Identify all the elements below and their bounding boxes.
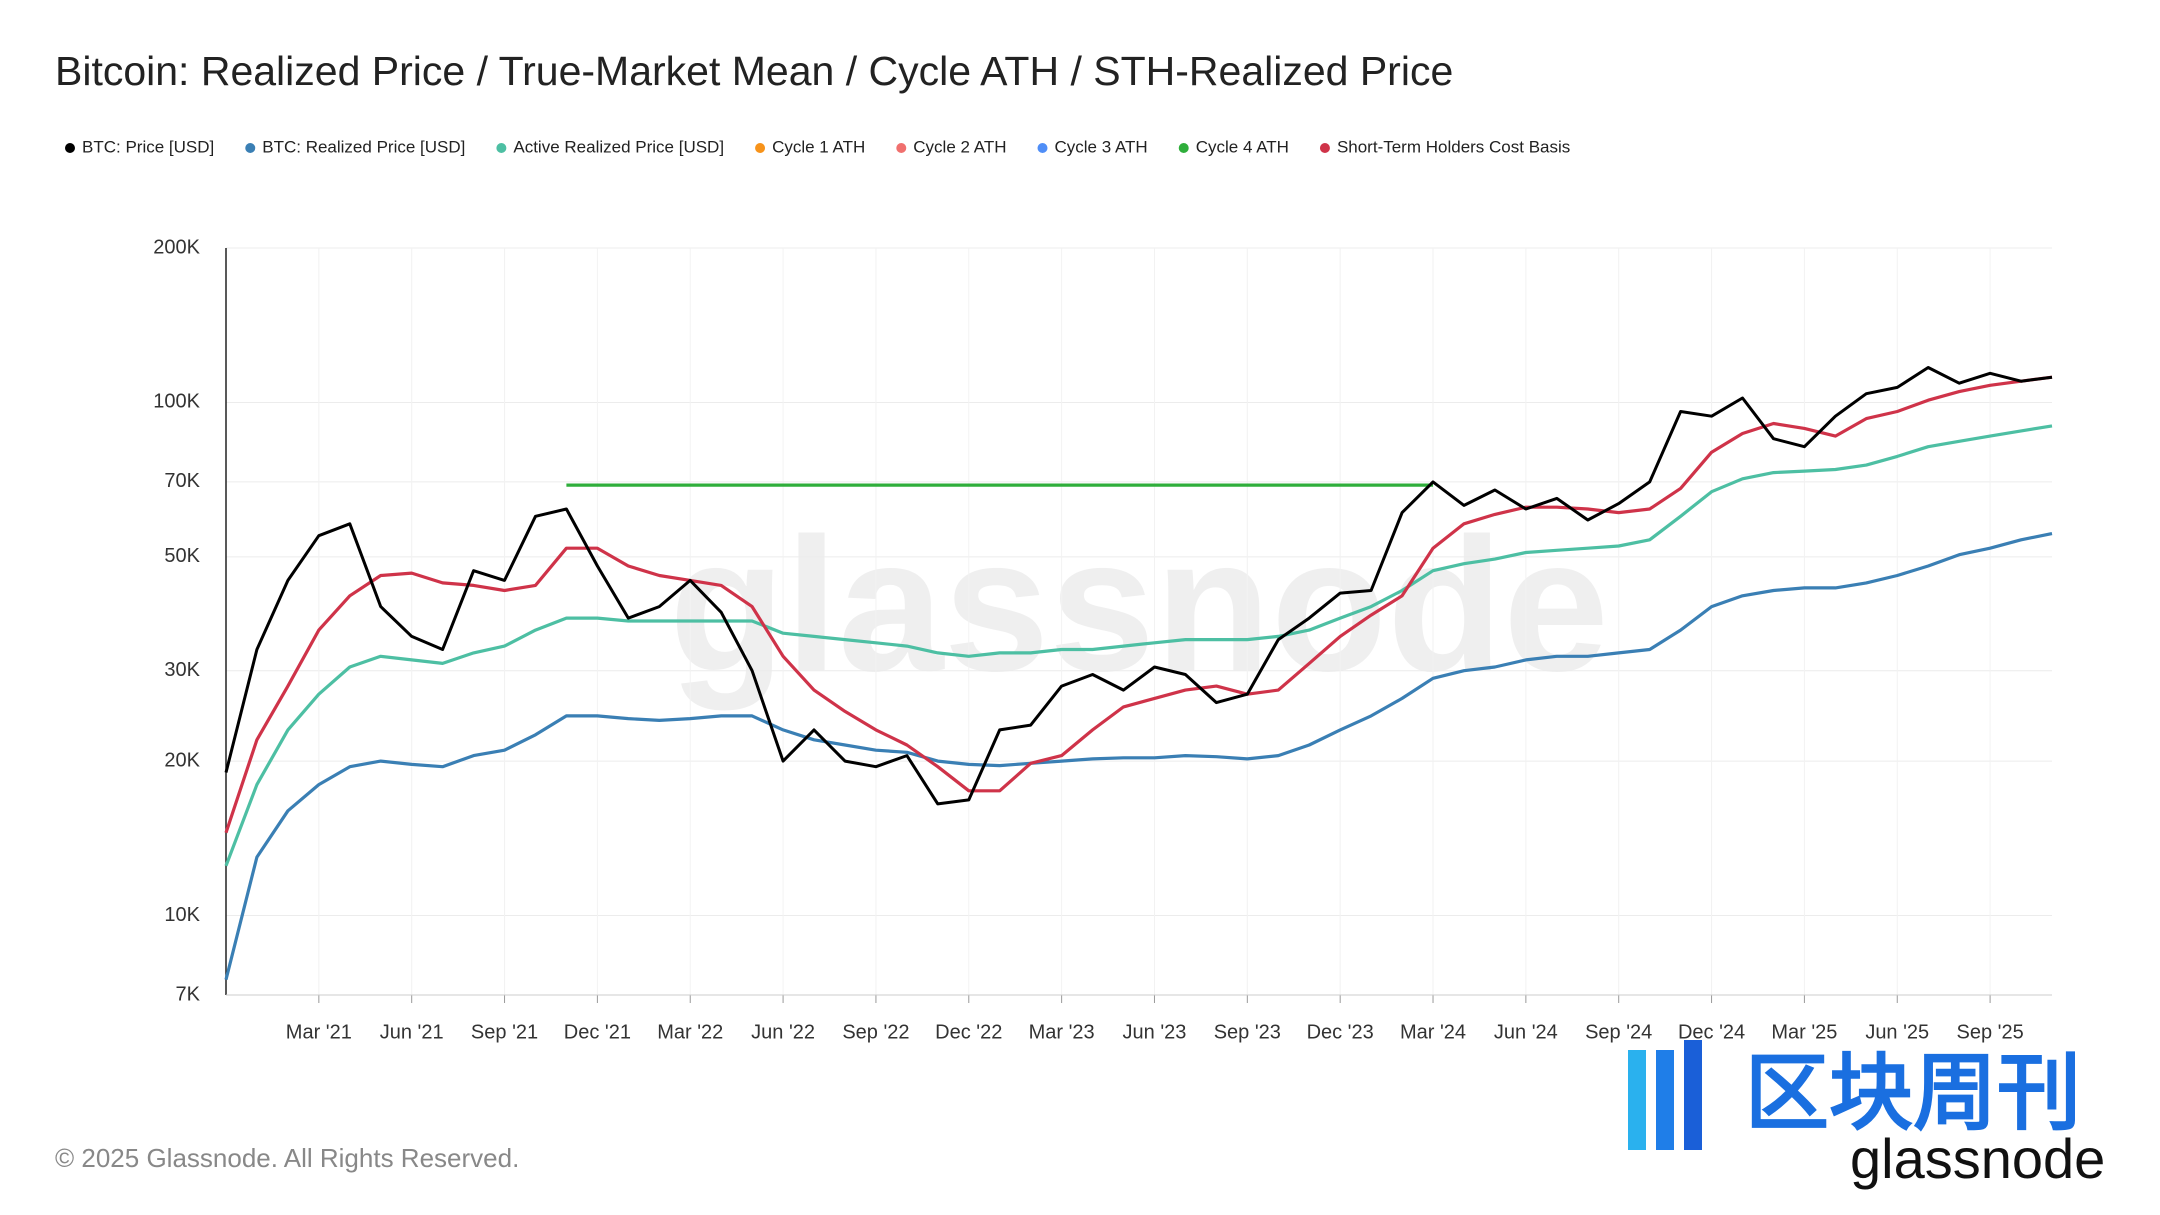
series-line: [224, 424, 2053, 867]
legend-label: Cycle 4 ATH: [1196, 137, 1289, 156]
y-tick-label: 10K: [164, 904, 200, 926]
logo-subtext: glassnode: [1850, 1127, 2105, 1190]
legend-dot: [1037, 143, 1048, 153]
footer: © 2025 Glassnode. All Rights Reserved.: [55, 1143, 519, 1173]
x-tick-label: Mar '24: [1400, 1021, 1466, 1043]
x-tick-label: Sep '24: [1585, 1021, 1652, 1043]
x-tick-label: Sep '22: [842, 1021, 909, 1043]
series-line: [224, 366, 2053, 806]
legend-dot: [1178, 143, 1189, 153]
logo: 区块周刊 glassnode: [1628, 1040, 2105, 1190]
legend-label: BTC: Price [USD]: [82, 137, 214, 156]
x-tick-label: Mar '23: [1029, 1021, 1095, 1043]
x-tick-label: Mar '22: [657, 1021, 723, 1043]
x-tick-label: Dec '23: [1307, 1021, 1374, 1043]
x-tick-label: Sep '25: [1956, 1021, 2023, 1043]
y-tick-label: 70K: [164, 470, 200, 492]
legend-label: Active Realized Price [USD]: [513, 137, 724, 156]
x-tick-label: Mar '25: [1771, 1021, 1837, 1043]
y-tick-label: 7K: [176, 983, 201, 1005]
legend-dot: [496, 143, 507, 153]
x-tick-label: Jun '21: [380, 1021, 444, 1043]
legend-dot: [755, 143, 766, 153]
x-tick-label: Dec '21: [564, 1021, 631, 1043]
legend-label: Cycle 3 ATH: [1055, 137, 1148, 156]
chart-title: Bitcoin: Realized Price / True-Market Me…: [55, 48, 1453, 94]
logo-bar: [1684, 1040, 1702, 1150]
x-tick-label: Jun '22: [751, 1021, 815, 1043]
legend-label: Cycle 1 ATH: [772, 137, 865, 156]
x-tick-label: Jun '23: [1123, 1021, 1187, 1043]
y-tick-label: 50K: [164, 545, 200, 567]
series-line: [224, 375, 2053, 834]
legend-label: Short-Term Holders Cost Basis: [1337, 137, 1570, 156]
legend-dot: [896, 143, 907, 153]
y-tick-label: 100K: [153, 391, 200, 413]
legend-dot: [65, 143, 75, 153]
x-tick-label: Jun '24: [1494, 1021, 1558, 1043]
legend-label: BTC: Realized Price [USD]: [262, 137, 465, 156]
x-tick-label: Sep '21: [471, 1021, 538, 1043]
x-tick-label: Dec '24: [1678, 1021, 1745, 1043]
x-tick-label: Jun '25: [1865, 1021, 1929, 1043]
x-tick-label: Dec '22: [935, 1021, 1002, 1043]
y-tick-label: 20K: [164, 749, 200, 771]
logo-bar: [1628, 1050, 1646, 1150]
x-tick-label: Mar '21: [286, 1021, 352, 1043]
logo-text: 区块周刊: [1745, 1046, 2081, 1140]
x-tick-label: Sep '23: [1214, 1021, 1281, 1043]
y-tick-label: 200K: [153, 236, 200, 258]
logo-bar: [1656, 1050, 1674, 1150]
legend-label: Cycle 2 ATH: [913, 137, 1006, 156]
legend-dot: [1319, 143, 1330, 153]
legend-dot: [245, 143, 256, 153]
y-tick-label: 30K: [164, 659, 200, 681]
series-line: [224, 532, 2053, 980]
